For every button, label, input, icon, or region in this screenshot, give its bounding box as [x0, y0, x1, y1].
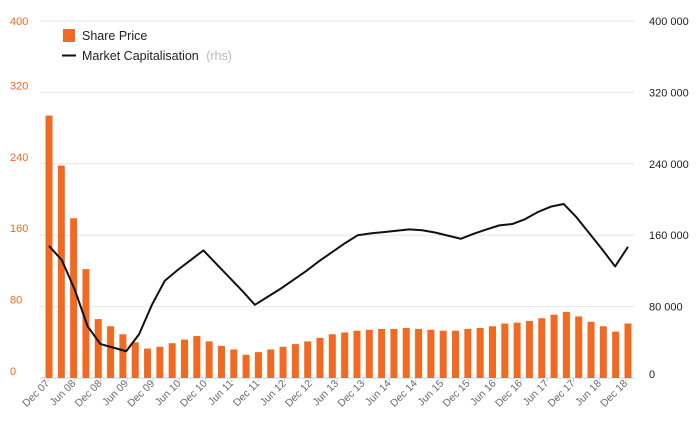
x-tick-label: Dec 11	[231, 378, 263, 410]
x-tick-label: Dec 18	[598, 378, 630, 410]
bar	[587, 321, 595, 378]
x-tick-label: Dec 16	[493, 378, 525, 410]
bar	[365, 329, 373, 378]
x-tick-label: Dec 07	[20, 378, 52, 410]
bar	[144, 348, 152, 378]
bar	[230, 349, 238, 378]
x-tick-label: Dec 14	[388, 378, 420, 410]
bar	[525, 320, 533, 378]
x-tick-label: Dec 09	[125, 378, 157, 410]
bar	[341, 332, 349, 378]
bar	[624, 323, 632, 378]
left-tick-label: 240	[10, 152, 28, 164]
bar	[267, 349, 275, 378]
x-tick-label: Dec 13	[335, 378, 367, 410]
bar	[599, 326, 607, 378]
bar	[168, 343, 176, 378]
bar	[513, 322, 521, 378]
right-tick-label: 240 000	[649, 159, 689, 171]
bar	[439, 330, 447, 378]
legend-label-share-price: Share Price	[82, 29, 147, 43]
right-tick-label: 80 000	[649, 302, 683, 314]
bar	[550, 314, 558, 378]
bar	[242, 354, 250, 378]
bar	[131, 342, 139, 378]
left-axis-ticks: 0 80 160 240 320 400	[10, 16, 28, 378]
bar	[402, 328, 410, 378]
left-tick-label: 160	[10, 223, 28, 235]
legend-swatch-share-price	[63, 29, 75, 42]
bar	[353, 330, 361, 378]
x-tick-label: Dec 12	[283, 378, 315, 410]
bar	[316, 337, 324, 378]
right-axis-ticks: 0 80 000 160 000 240 000 320 000 400 000	[649, 16, 689, 381]
legend-market-cap-name: Market Capitalisation	[82, 49, 199, 63]
bar	[119, 334, 127, 378]
legend: Share Price Market Capitalisation (rhs)	[62, 29, 232, 63]
bar	[612, 331, 620, 378]
legend-label-market-cap: Market Capitalisation (rhs)	[82, 49, 232, 63]
bar	[501, 323, 509, 378]
bar	[476, 328, 484, 378]
bar	[464, 328, 472, 378]
right-tick-label: 0	[649, 369, 655, 381]
x-tick-label: Jun 18	[573, 378, 604, 409]
bar	[94, 319, 102, 378]
right-tick-label: 160 000	[649, 230, 689, 242]
left-tick-label: 320	[10, 80, 28, 92]
bar	[538, 318, 546, 378]
bar	[291, 344, 299, 378]
bar	[70, 218, 78, 378]
x-tick-label: Jun 11	[206, 378, 236, 408]
x-tick-label: Dec 08	[73, 378, 105, 410]
bar	[181, 339, 189, 378]
x-tick-label: Dec 10	[178, 378, 210, 410]
bar	[415, 328, 423, 378]
gridlines	[40, 20, 634, 379]
bar	[304, 341, 312, 378]
bar	[452, 330, 460, 378]
legend-market-cap-note: (rhs)	[206, 49, 232, 63]
bar	[193, 336, 201, 378]
left-tick-label: 400	[10, 16, 28, 28]
bar	[254, 352, 262, 378]
right-tick-label: 400 000	[649, 16, 689, 28]
market-cap-line	[48, 202, 629, 353]
left-tick-label: 80	[10, 295, 22, 307]
bar	[107, 326, 115, 378]
right-tick-label: 320 000	[649, 87, 689, 99]
bar	[488, 326, 496, 378]
bar	[427, 329, 435, 378]
x-tick-label: Dec 15	[440, 378, 472, 410]
bar	[328, 334, 336, 378]
bar	[378, 328, 386, 378]
bar	[57, 165, 65, 378]
bar	[390, 328, 398, 378]
bar	[156, 346, 164, 378]
bar	[217, 345, 225, 378]
bar	[279, 346, 287, 378]
bar	[562, 311, 570, 378]
left-tick-label: 0	[10, 366, 16, 378]
bar	[205, 341, 213, 378]
bar	[575, 316, 583, 378]
x-tick-label: Dec 17	[546, 378, 578, 410]
